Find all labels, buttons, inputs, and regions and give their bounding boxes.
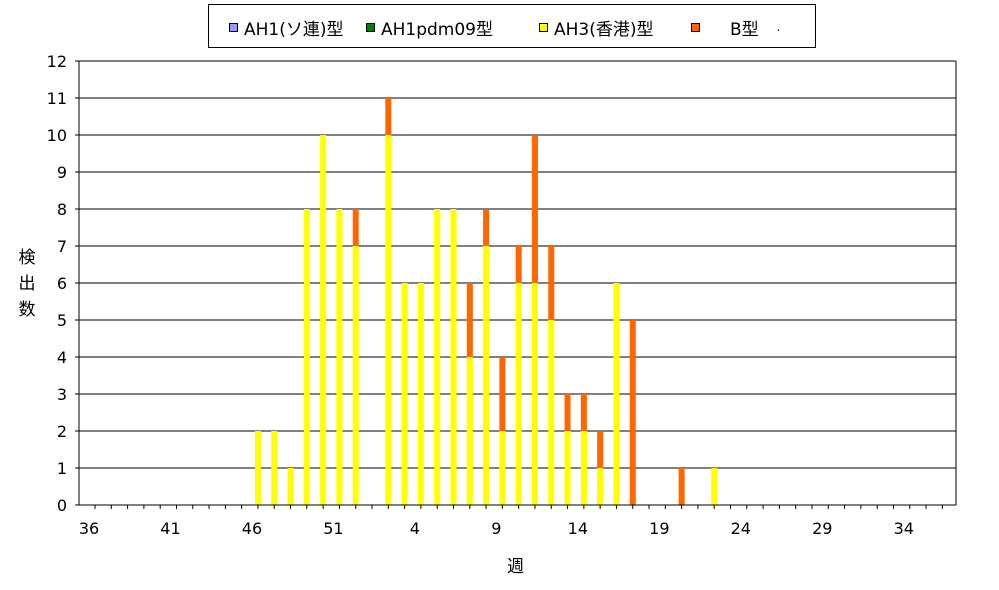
y-axis-title-char-1: 出 [18, 274, 36, 294]
bar-1-series-3 [385, 98, 392, 135]
bar-10-series-2 [531, 283, 538, 505]
bar-9-series-3 [515, 246, 522, 283]
bar-47-series-2 [271, 431, 278, 505]
legend: AH1(ソ連)型 AH1pdm09型 AH3(香港)型 B型 . [208, 4, 816, 48]
bar-4-series-2 [434, 209, 441, 505]
y-axis-title-char-0: 検 [18, 248, 36, 268]
x-tick-label-36-0: 36 [79, 519, 99, 538]
bar-52-series-3 [352, 209, 359, 246]
bar-12-series-2 [564, 431, 571, 505]
y-tick-label-2: 2 [57, 422, 67, 441]
y-tick-label-0: 0 [57, 496, 67, 515]
legend-item-b: B型 . [691, 17, 781, 40]
bar-8-series-2 [499, 431, 506, 505]
bar-49-series-2 [303, 209, 310, 505]
y-tick-label-12: 12 [47, 52, 67, 71]
bar-5-series-2 [450, 209, 457, 505]
y-tick-label-5: 5 [57, 311, 67, 330]
bar-10-series-3 [531, 135, 538, 283]
y-tick-label-11: 11 [47, 89, 67, 108]
y-tick-label-3: 3 [57, 385, 67, 404]
y-tick-label-9: 9 [57, 163, 67, 182]
y-tick-label-7: 7 [57, 237, 67, 256]
y-tick-label-10: 10 [47, 126, 67, 145]
x-tick-label-29-9: 29 [812, 519, 832, 538]
bar-6-series-2 [466, 357, 473, 505]
legend-label-ah3: AH3(香港)型 [554, 19, 654, 40]
x-tick-labels: 36 41 46 51 4 9 14 19 24 29 34 [79, 519, 914, 538]
bar-9-series-2 [515, 283, 522, 505]
x-tick-label-14-6: 14 [568, 519, 588, 538]
legend-swatch-ah3 [539, 22, 548, 32]
x-tick-label-34-10: 34 [894, 519, 914, 538]
axes [75, 60, 957, 509]
x-tick-label-4-4: 4 [410, 519, 420, 538]
x-axis-title: 週 [507, 557, 524, 577]
bars [254, 98, 718, 505]
legend-label-ah1: AH1(ソ連)型 [244, 19, 344, 40]
legend-trailing-dot: . [776, 20, 781, 34]
bar-19-series-3 [678, 468, 685, 505]
y-axis-title-char-2: 数 [18, 300, 36, 320]
bar-21-series-2 [711, 468, 718, 505]
bar-11-series-3 [548, 246, 555, 320]
bar-1-series-2 [385, 135, 392, 505]
bar-12-series-3 [564, 394, 571, 431]
bar-46-series-2 [254, 431, 261, 505]
y-tick-label-8: 8 [57, 200, 67, 219]
y-axis-title: 検出数 [14, 245, 40, 323]
legend-label-ah1pdm09: AH1pdm09型 [381, 19, 494, 40]
x-tick-label-19-7: 19 [649, 519, 669, 538]
bar-7-series-3 [483, 209, 490, 246]
x-tick-label-51-3: 51 [323, 519, 343, 538]
bar-7-series-2 [483, 246, 490, 505]
bar-15-series-2 [613, 283, 620, 505]
legend-swatch-ah1 [229, 22, 238, 32]
legend-swatch-ah1pdm09 [366, 22, 375, 32]
legend-item-ah1pdm09: AH1pdm09型 [366, 17, 494, 40]
y-tick-label-1: 1 [57, 459, 67, 478]
bar-51-series-2 [336, 209, 343, 505]
bar-14-series-3 [597, 431, 604, 468]
bar-16-series-3 [629, 320, 636, 505]
x-tick-label-41-1: 41 [160, 519, 180, 538]
bar-14-series-2 [597, 468, 604, 505]
bar-11-series-2 [548, 320, 555, 505]
bar-13-series-3 [580, 394, 587, 431]
y-tick-label-6: 6 [57, 274, 67, 293]
legend-item-ah3: AH3(香港)型 [539, 17, 654, 40]
bar-8-series-3 [499, 357, 506, 431]
bar-6-series-3 [466, 283, 473, 357]
bar-48-series-2 [287, 468, 294, 505]
bar-52-series-2 [352, 246, 359, 505]
bar-2-series-2 [401, 283, 408, 505]
legend-swatch-b [691, 22, 700, 32]
x-tick-label-46-2: 46 [242, 519, 262, 538]
bar-13-series-2 [580, 431, 587, 505]
y-tick-label-4: 4 [57, 348, 67, 367]
legend-label-b: B型 [730, 19, 759, 40]
x-tick-label-9-5: 9 [491, 519, 501, 538]
bar-50-series-2 [320, 135, 327, 505]
legend-item-ah1: AH1(ソ連)型 [229, 17, 344, 40]
x-tick-label-24-8: 24 [731, 519, 751, 538]
bar-3-series-2 [417, 283, 424, 505]
